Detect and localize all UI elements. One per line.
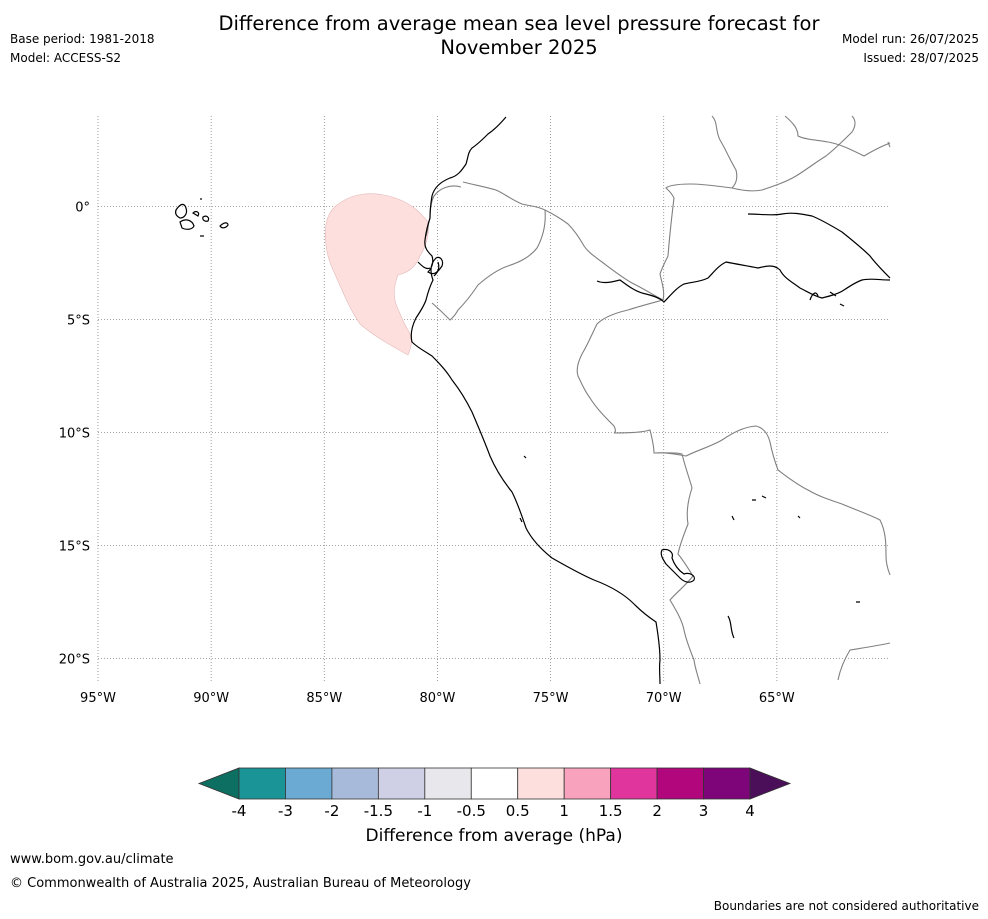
- colorbar-segment: [610, 767, 658, 800]
- colorbar-tick-label: -1: [417, 802, 432, 820]
- coastlines: [175, 116, 891, 685]
- longitude-tick-label: 65°W: [759, 691, 795, 706]
- axis-tick-labels: 95°W 90°W 85°W 80°W 75°W 70°W 65°W 0° 5°S 10°S 15°…: [59, 200, 795, 706]
- title-line-2: November 2025: [440, 36, 598, 59]
- issued-text: Issued: 28/07/2025: [863, 51, 979, 65]
- latitude-tick-label: 20°S: [59, 652, 90, 667]
- model-run-text: Model run: 26/07/2025: [841, 32, 979, 46]
- colorbar-segment: [703, 767, 751, 800]
- title-line-1: Difference from average mean sea level p…: [218, 12, 820, 35]
- colorbar-segment: [563, 767, 612, 800]
- colorbar-over-triangle: [749, 767, 792, 800]
- copyright-text: © Commonwealth of Australia 2025, Austra…: [10, 876, 471, 891]
- longitude-tick-label: 95°W: [80, 691, 116, 706]
- colorbar-tick-label: 2: [652, 802, 662, 820]
- colorbar: [197, 767, 792, 800]
- page-title: Difference from average mean sea level p…: [100, 12, 938, 60]
- colorbar-tick-label: -0.5: [457, 802, 486, 820]
- latitude-tick-label: 10°S: [59, 426, 90, 441]
- latitude-tick-label: 5°S: [67, 313, 90, 328]
- colorbar-label: Difference from average (hPa): [365, 826, 623, 846]
- longitude-tick-label: 75°W: [533, 691, 569, 706]
- colorbar-segment: [424, 767, 472, 800]
- colorbar-segment: [470, 767, 519, 800]
- latitude-tick-label: 0°: [75, 200, 90, 215]
- longitude-tick-label: 85°W: [306, 691, 342, 706]
- colorbar-segment: [238, 767, 286, 800]
- latitude-tick-label: 15°S: [59, 539, 90, 554]
- colorbar-tick-label: -2: [324, 802, 339, 820]
- country-boundaries: [425, 115, 891, 685]
- colorbar-segment: [377, 767, 426, 800]
- gridlines: [97, 116, 890, 681]
- website-text: www.bom.gov.au/climate: [10, 852, 174, 867]
- colorbar-segment: [331, 767, 379, 800]
- colorbar-tick-label: 1.5: [599, 802, 623, 820]
- colorbar-tick-label: -4: [232, 802, 247, 820]
- longitude-tick-label: 70°W: [646, 691, 682, 706]
- disclaimer-text: Boundaries are not considered authoritat…: [713, 899, 979, 913]
- colorbar-tick-label: -3: [278, 802, 293, 820]
- pressure-anomaly-region: [324, 193, 429, 356]
- colorbar-segment: [656, 767, 704, 800]
- colorbar-segment: [517, 767, 565, 800]
- colorbar-tick-label: 0.5: [506, 802, 530, 820]
- colorbar-tick-label: 1: [559, 802, 569, 820]
- longitude-tick-label: 90°W: [193, 691, 229, 706]
- colorbar-tick-label: -1.5: [364, 802, 393, 820]
- colorbar-tick-labels: -4 -3 -2 -1.5 -1 -0.5 0.5 1 1.5 2 3 4: [232, 802, 755, 820]
- colorbar-under-triangle: [197, 767, 240, 800]
- base-period-text: Base period: 1981-2018: [10, 32, 155, 46]
- model-text: Model: ACCESS-S2: [10, 51, 122, 65]
- colorbar-tick-label: 4: [745, 802, 755, 820]
- colorbar-tick-label: 3: [699, 802, 709, 820]
- longitude-tick-label: 80°W: [419, 691, 455, 706]
- colorbar-segment: [285, 767, 333, 800]
